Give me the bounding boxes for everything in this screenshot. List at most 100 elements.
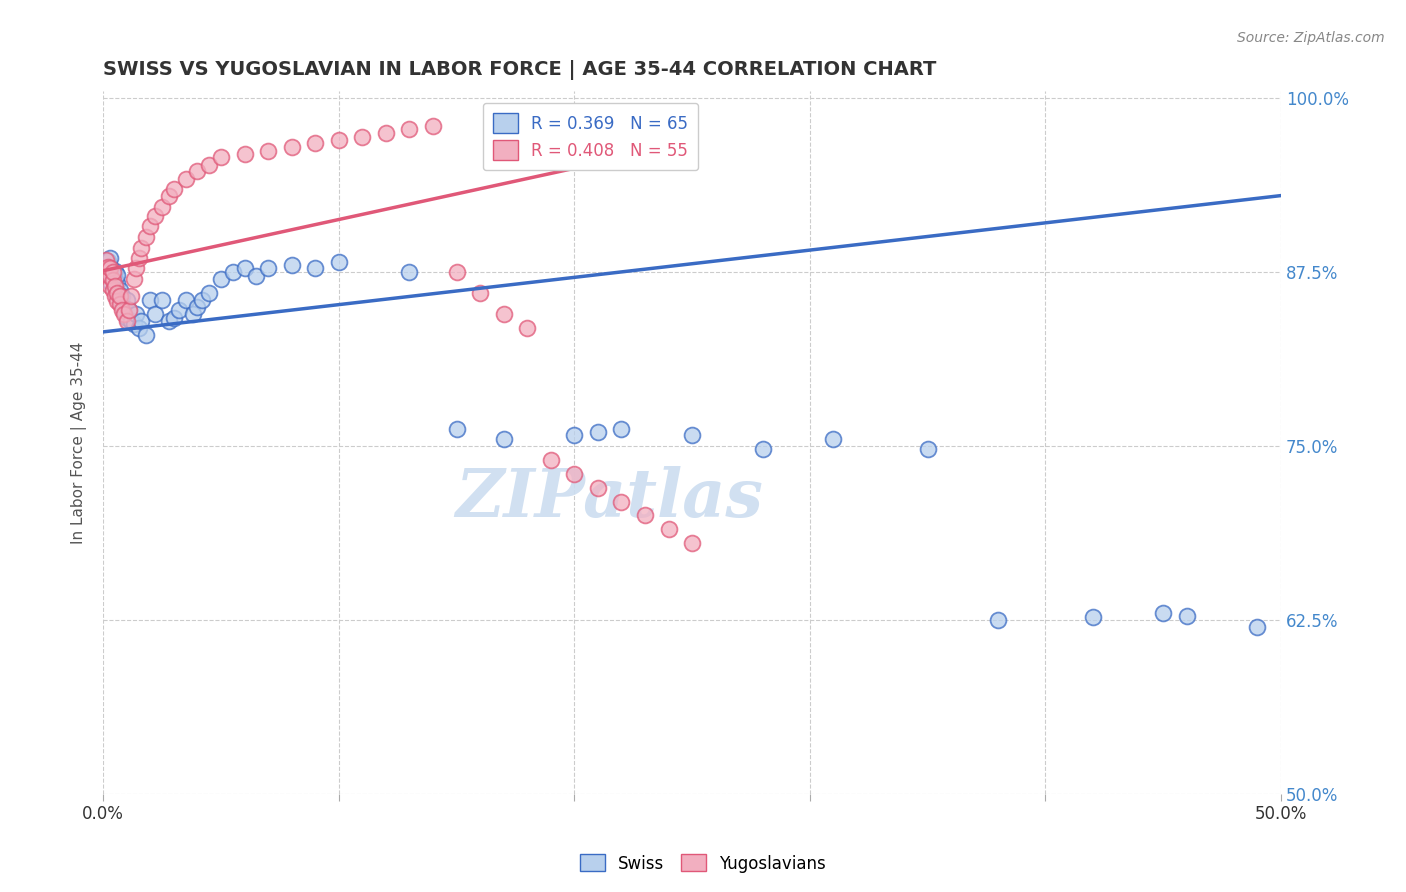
Point [108, 293, 131, 307]
Point [610, 422, 633, 436]
Point [94, 255, 117, 269]
Point [1246, 620, 1268, 634]
Point [129, 242, 152, 256]
Point [157, 188, 180, 202]
Point [422, 119, 444, 133]
Point [97, 269, 120, 284]
Point [143, 210, 166, 224]
Point [167, 302, 190, 317]
Point [174, 293, 197, 307]
Point [586, 481, 609, 495]
Point [115, 310, 138, 325]
Point [233, 146, 256, 161]
Point [122, 317, 145, 331]
Point [446, 265, 468, 279]
Y-axis label: In Labor Force | Age 35-44: In Labor Force | Age 35-44 [72, 342, 87, 543]
Point [398, 121, 420, 136]
Point [112, 302, 135, 317]
Point [186, 300, 208, 314]
Point [104, 280, 127, 294]
Point [135, 327, 157, 342]
Point [352, 130, 374, 145]
Point [657, 523, 679, 537]
Point [143, 307, 166, 321]
Point [108, 297, 131, 311]
Point [157, 314, 180, 328]
Point [586, 425, 609, 439]
Text: Source: ZipAtlas.com: Source: ZipAtlas.com [1237, 31, 1385, 45]
Point [97, 269, 120, 284]
Point [111, 297, 134, 311]
Point [98, 251, 121, 265]
Point [304, 136, 326, 150]
Point [122, 272, 145, 286]
Point [108, 283, 131, 297]
Point [257, 144, 280, 158]
Point [198, 158, 221, 172]
Point [1081, 610, 1104, 624]
Point [111, 302, 134, 317]
Point [1175, 608, 1198, 623]
Point [492, 432, 515, 446]
Point [751, 442, 773, 456]
Point [634, 508, 657, 523]
Point [101, 265, 124, 279]
Point [257, 260, 280, 275]
Point [98, 260, 121, 274]
Point [562, 467, 585, 481]
Point [823, 432, 845, 446]
Point [98, 275, 121, 289]
Point [562, 427, 585, 442]
Point [681, 427, 703, 442]
Point [94, 260, 117, 275]
Point [115, 293, 138, 307]
Point [98, 279, 121, 293]
Point [104, 263, 127, 277]
Point [540, 453, 562, 467]
Point [987, 613, 1010, 627]
Point [115, 314, 138, 328]
Point [104, 289, 127, 303]
Point [98, 269, 121, 284]
Point [280, 140, 302, 154]
Point [186, 163, 208, 178]
Point [104, 279, 127, 293]
Point [118, 302, 141, 317]
Point [681, 536, 703, 550]
Point [111, 289, 134, 303]
Point [121, 314, 143, 328]
Point [209, 150, 232, 164]
Point [94, 252, 117, 267]
Point [105, 285, 128, 300]
Point [108, 289, 131, 303]
Point [105, 285, 128, 300]
Point [610, 494, 633, 508]
Point [492, 307, 515, 321]
Point [398, 265, 420, 279]
Point [174, 172, 197, 186]
Point [280, 258, 302, 272]
Text: ZIPatlas: ZIPatlas [456, 467, 763, 531]
Point [163, 181, 186, 195]
Point [121, 289, 143, 303]
Point [139, 219, 162, 234]
Point [181, 307, 204, 321]
Point [101, 272, 124, 286]
Point [101, 283, 124, 297]
Point [468, 285, 491, 300]
Legend: Swiss, Yugoslavians: Swiss, Yugoslavians [574, 847, 832, 880]
Point [233, 260, 256, 275]
Point [125, 307, 148, 321]
Point [118, 302, 141, 317]
Point [112, 307, 135, 321]
Point [105, 277, 128, 291]
Point [128, 320, 150, 334]
Point [328, 133, 350, 147]
Point [135, 230, 157, 244]
Point [105, 294, 128, 309]
Point [139, 293, 162, 307]
Point [328, 255, 350, 269]
Point [129, 314, 152, 328]
Text: SWISS VS YUGOSLAVIAN IN LABOR FORCE | AGE 35-44 CORRELATION CHART: SWISS VS YUGOSLAVIAN IN LABOR FORCE | AG… [103, 60, 936, 79]
Point [97, 254, 120, 268]
